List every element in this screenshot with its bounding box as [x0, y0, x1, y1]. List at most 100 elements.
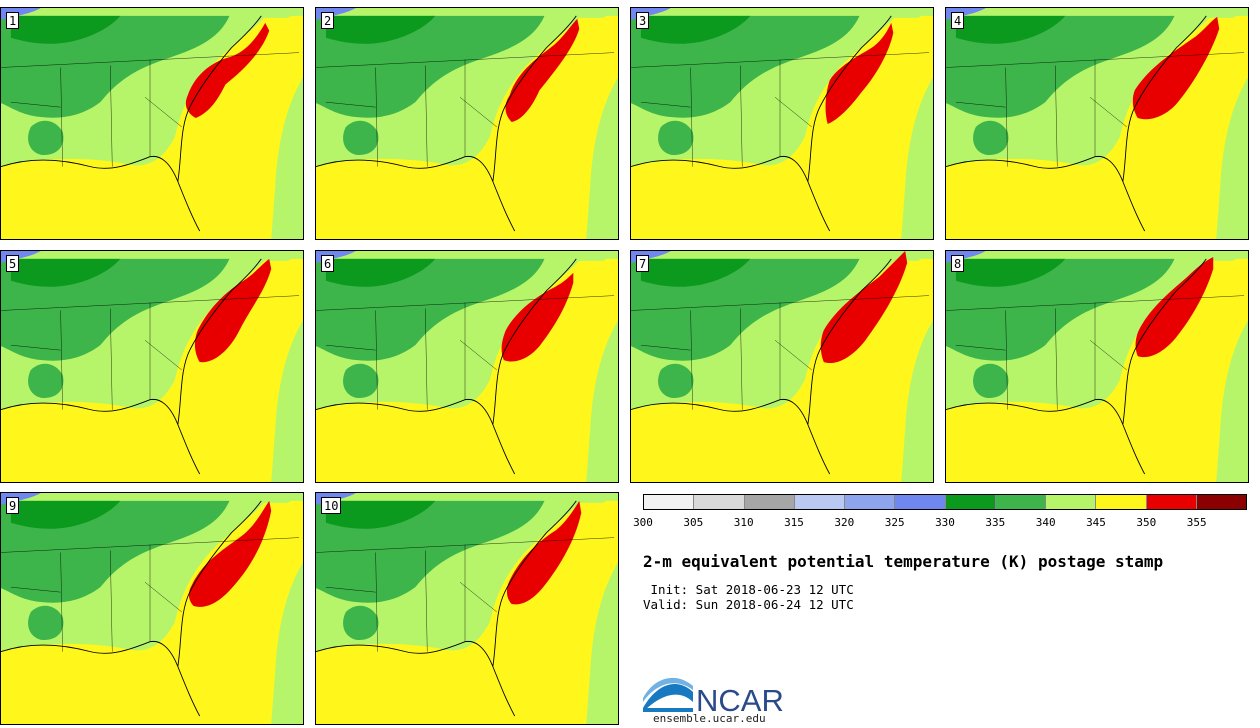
state-borders [946, 295, 1245, 410]
colorbar-segment [895, 495, 946, 509]
colorbar-tick-label: 355 [1186, 516, 1207, 529]
field-330-335 [955, 15, 1066, 44]
map-panel: 10 [315, 492, 619, 725]
state-borders [316, 52, 615, 167]
coastline [1, 15, 262, 232]
panel-number-label: 6 [321, 255, 335, 272]
field-335-340-patch [28, 120, 64, 155]
field-350-355 [188, 500, 272, 607]
panel-number-label: 3 [636, 12, 650, 29]
field-330-335 [640, 15, 751, 44]
map-panel: 3 [630, 7, 934, 240]
colorbar-scale [643, 494, 1247, 510]
panel-number-label: 10 [321, 497, 342, 514]
field-330-335 [10, 500, 121, 529]
atlantic-yellow [489, 258, 618, 482]
map-panel: 6 [315, 250, 619, 483]
field-350-355 [820, 251, 908, 364]
coastline [1, 500, 262, 717]
field-330-335 [325, 500, 436, 529]
colorbar-tick-label: 335 [985, 516, 1006, 529]
logo-url: ensemble.ucar.edu [653, 712, 766, 725]
field-350-355 [825, 22, 894, 124]
state-borders [631, 295, 930, 410]
colorbar-tick-label: 325 [884, 516, 905, 529]
atlantic-yellow [174, 258, 303, 482]
coastline [946, 258, 1207, 475]
field-335-340-patch [973, 363, 1009, 398]
state-borders [1, 537, 300, 652]
colorbar-tick-label: 305 [683, 516, 704, 529]
state-borders [1, 295, 300, 410]
coastline [946, 15, 1207, 232]
field-330-335 [640, 258, 751, 287]
colorbar-tick-label: 345 [1086, 516, 1106, 529]
field-350-355 [506, 500, 582, 605]
map-panel: 8 [945, 250, 1249, 483]
field-335-340-patch [973, 120, 1009, 155]
field-335-340-patch [343, 605, 379, 640]
atlantic-yellow [1119, 258, 1248, 482]
map-panel: 4 [945, 7, 1249, 240]
state-borders [946, 52, 1245, 167]
field-350-355 [505, 18, 580, 123]
coastline [631, 258, 892, 475]
panel-number-label: 8 [951, 255, 965, 272]
atlantic-yellow [174, 500, 303, 724]
coastline [631, 15, 892, 232]
colorbar-tick-label: 340 [1035, 516, 1056, 529]
field-330-335 [325, 15, 436, 44]
map-title: 2-m equivalent potential temperature (K)… [643, 552, 1164, 571]
colorbar-tick-label: 310 [733, 516, 754, 529]
atlantic-yellow [489, 500, 618, 724]
colorbar-segment [1096, 495, 1147, 509]
ncar-logo: NCAR [643, 677, 784, 718]
colorbar-tick-label: 300 [633, 516, 653, 529]
panel-number-label: 7 [636, 255, 650, 272]
field-335-340-patch [28, 363, 64, 398]
atlantic-yellow [174, 15, 303, 239]
field-335-340-patch [658, 120, 694, 155]
colorbar-segment [794, 495, 845, 509]
field-335-340-patch [658, 363, 694, 398]
coastline [316, 15, 577, 232]
map-panel: 2 [315, 7, 619, 240]
colorbar-tick-label: 315 [784, 516, 804, 529]
field-330-335 [10, 258, 121, 287]
field-350-355 [194, 258, 272, 363]
panel-number-label: 1 [6, 12, 20, 29]
field-335-340-patch [343, 120, 379, 155]
field-335-340-patch [343, 363, 379, 398]
state-borders [631, 52, 930, 167]
colorbar-segment [1046, 495, 1097, 509]
colorbar-segment [845, 495, 896, 509]
panel-number-label: 2 [321, 12, 335, 29]
state-borders [316, 295, 615, 410]
map-panel: 5 [0, 250, 304, 483]
colorbar-segment [694, 495, 745, 509]
colorbar-tick-label: 330 [935, 516, 955, 529]
atlantic-yellow [489, 15, 618, 239]
map-panel: 9 [0, 492, 304, 725]
coastline [316, 500, 577, 717]
field-330-335 [325, 258, 436, 287]
colorbar-segment [1196, 495, 1246, 509]
colorbar-tick-label: 350 [1136, 516, 1157, 529]
colorbar-segment [945, 495, 996, 509]
field-335-340-patch [28, 605, 64, 640]
coastline [1, 258, 262, 475]
atlantic-yellow [1119, 15, 1248, 239]
field-330-335 [10, 15, 121, 44]
panel-number-label: 5 [6, 255, 20, 272]
state-borders [316, 537, 615, 652]
state-borders [1, 52, 300, 167]
colorbar-segment [644, 495, 695, 509]
panel-number-label: 9 [6, 497, 20, 514]
field-350-355 [1132, 16, 1220, 120]
colorbar-segment [1146, 495, 1197, 509]
panel-number-label: 4 [951, 12, 965, 29]
field-350-355 [185, 22, 270, 119]
colorbar-segment [995, 495, 1046, 509]
map-panel: 7 [630, 250, 934, 483]
colorbar-segment [744, 495, 795, 509]
